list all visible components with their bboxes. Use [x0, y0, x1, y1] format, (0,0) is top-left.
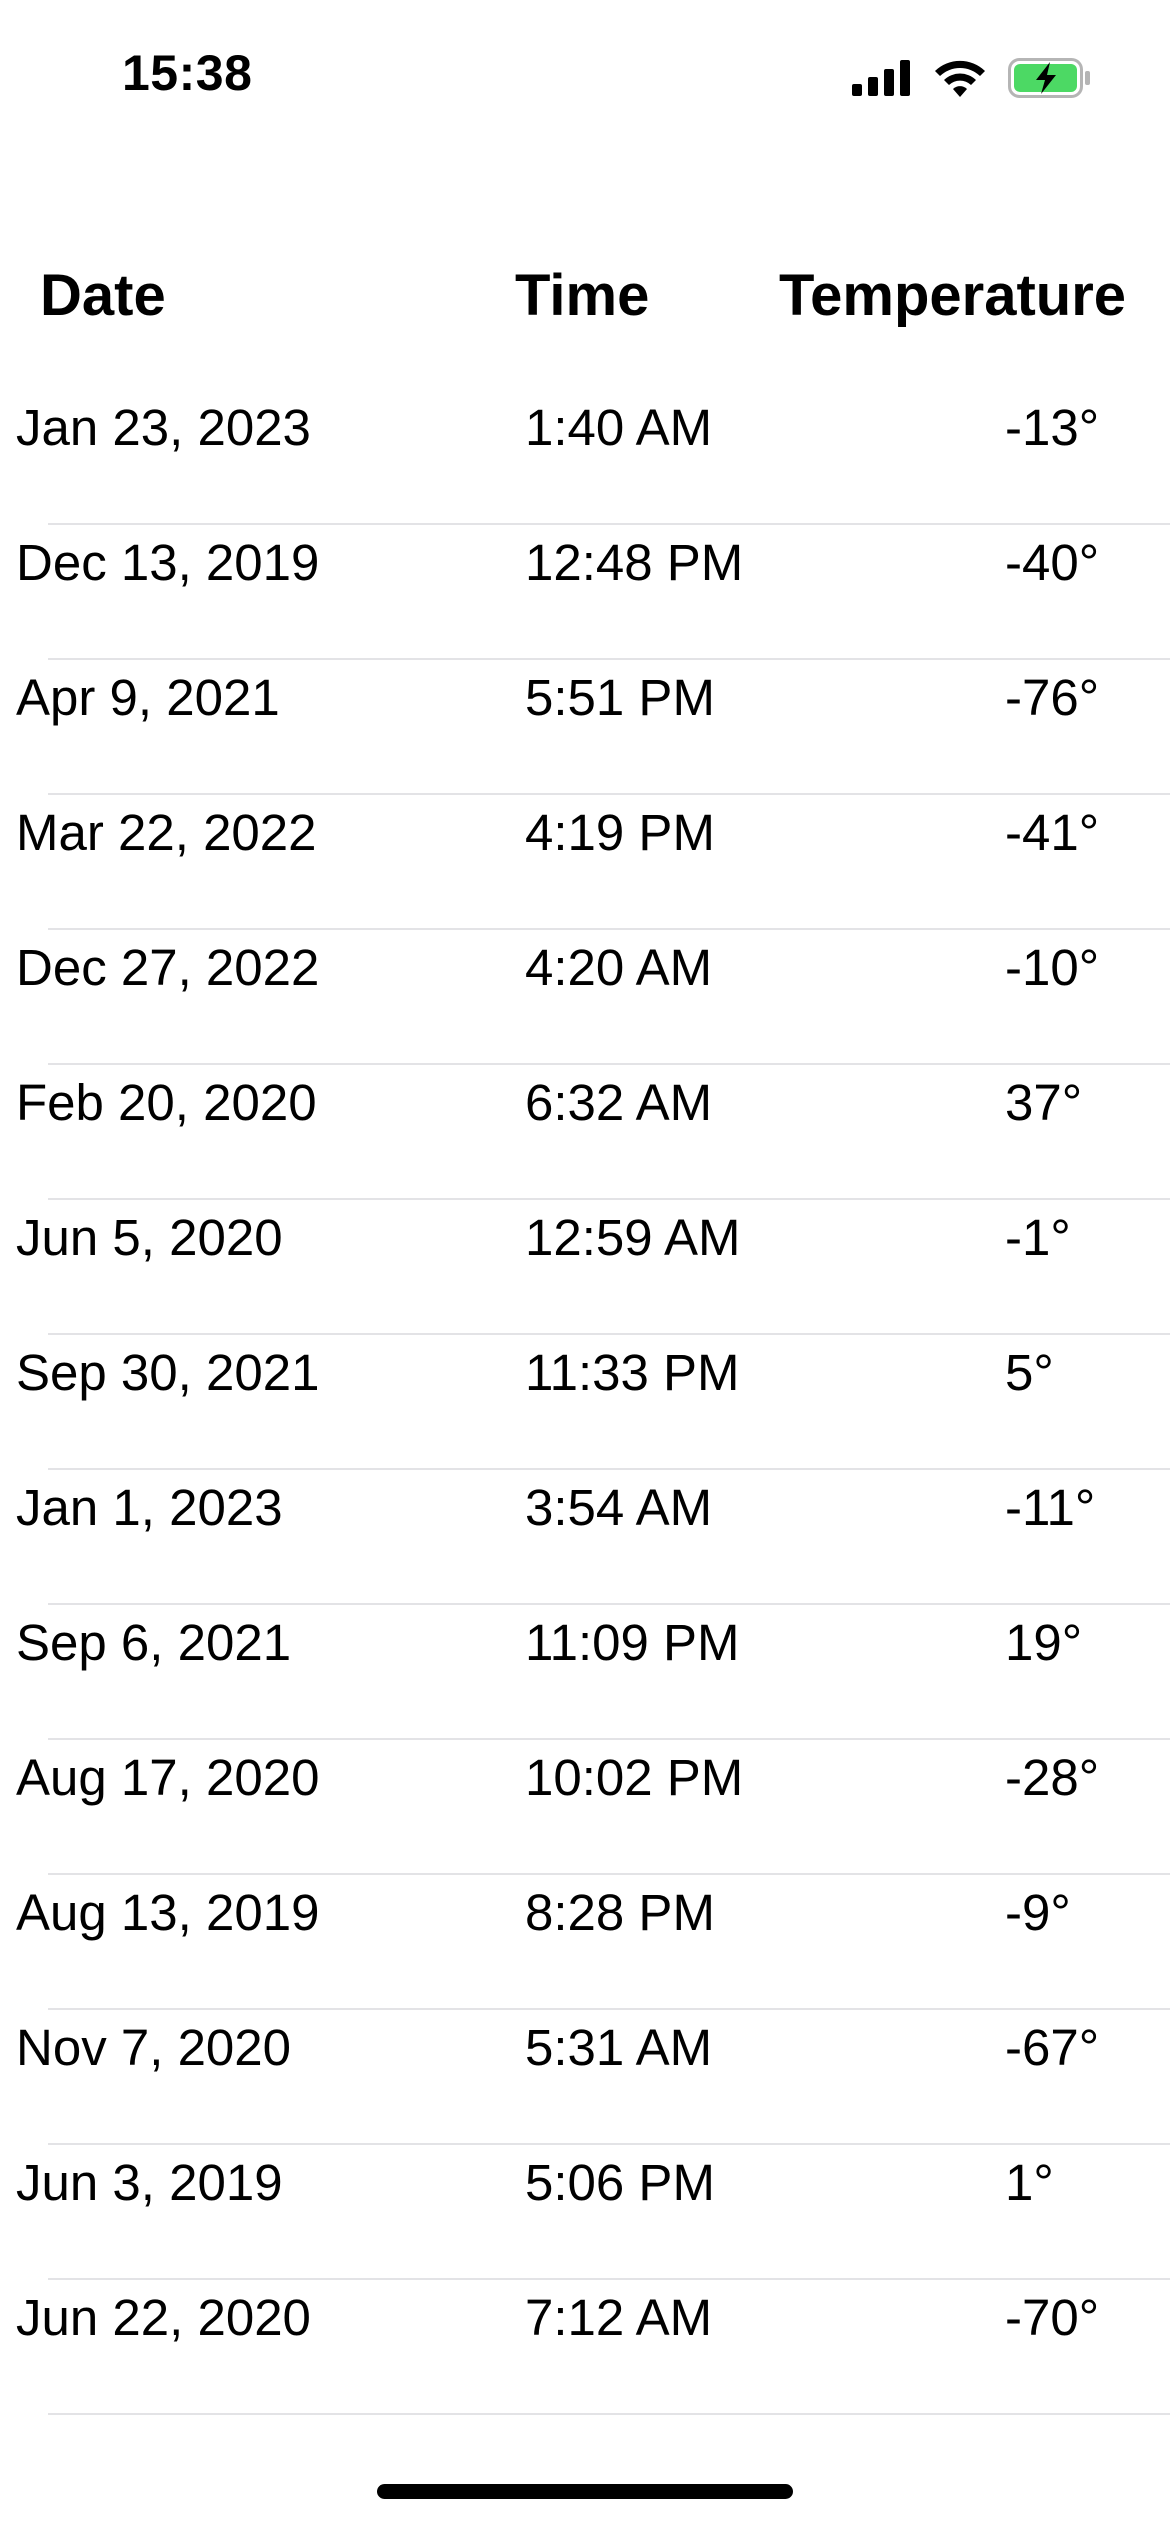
cell-date: Apr 9, 2021	[16, 669, 280, 726]
cell-date: Nov 7, 2020	[16, 2019, 292, 2076]
cell-time: 12:48 PM	[525, 534, 744, 591]
table-row[interactable]: Sep 30, 2021 11:33 PM 5°	[0, 1335, 1170, 1470]
cell-time: 5:06 PM	[525, 2154, 715, 2211]
cell-temperature: 1°	[1005, 2154, 1054, 2211]
row-separator	[48, 1873, 1170, 1875]
cell-date: Aug 17, 2020	[16, 1749, 320, 1806]
row-separator	[48, 523, 1170, 525]
table-row[interactable]: Aug 13, 2019 8:28 PM -9°	[0, 1875, 1170, 2010]
cell-time: 12:59 AM	[525, 1209, 741, 1266]
table-row[interactable]: Mar 22, 2022 4:19 PM -41°	[0, 795, 1170, 930]
row-separator	[48, 1468, 1170, 1470]
cell-temperature: -70°	[1005, 2289, 1100, 2346]
table-row[interactable]: Sep 6, 2021 11:09 PM 19°	[0, 1605, 1170, 1740]
column-header-date[interactable]: Date	[40, 263, 166, 328]
cell-date: Mar 22, 2022	[16, 804, 317, 861]
cell-date: Feb 20, 2020	[16, 1074, 317, 1131]
row-separator	[48, 1333, 1170, 1335]
table-row[interactable]: Jun 22, 2020 7:12 AM -70°	[0, 2280, 1170, 2415]
row-separator	[48, 2143, 1170, 2145]
table-body: Jan 23, 2023 1:40 AM -13° Dec 13, 2019 1…	[0, 390, 1170, 2415]
row-separator	[48, 928, 1170, 930]
home-indicator[interactable]	[377, 2484, 793, 2499]
row-separator	[48, 2008, 1170, 2010]
cell-temperature: -76°	[1005, 669, 1100, 726]
cell-time: 11:33 PM	[525, 1344, 740, 1401]
column-header-temperature[interactable]: Temperature	[779, 263, 1127, 328]
cell-date: Sep 6, 2021	[16, 1614, 292, 1671]
row-separator	[48, 1198, 1170, 1200]
cell-date: Dec 13, 2019	[16, 534, 320, 591]
row-separator	[48, 1063, 1170, 1065]
cell-time: 4:20 AM	[525, 939, 713, 996]
table-row[interactable]: Jan 1, 2023 3:54 AM -11°	[0, 1470, 1170, 1605]
row-separator	[48, 2278, 1170, 2280]
cell-temperature: -40°	[1005, 534, 1100, 591]
column-header-time[interactable]: Time	[515, 263, 650, 328]
table-row[interactable]: Dec 27, 2022 4:20 AM -10°	[0, 930, 1170, 1065]
cell-temperature: -28°	[1005, 1749, 1100, 1806]
table-row[interactable]: Jun 3, 2019 5:06 PM 1°	[0, 2145, 1170, 2280]
cell-temperature: 19°	[1005, 1614, 1083, 1671]
cell-time: 3:54 AM	[525, 1479, 713, 1536]
cell-date: Jan 1, 2023	[16, 1479, 283, 1536]
row-separator	[48, 2413, 1170, 2415]
status-bar: 15:38	[0, 0, 1170, 150]
cell-temperature: 5°	[1005, 1344, 1054, 1401]
cell-time: 5:31 AM	[525, 2019, 713, 2076]
table-row[interactable]: Dec 13, 2019 12:48 PM -40°	[0, 525, 1170, 660]
cell-temperature: -41°	[1005, 804, 1100, 861]
status-icons	[852, 56, 1092, 100]
cell-date: Jun 3, 2019	[16, 2154, 283, 2211]
cell-time: 10:02 PM	[525, 1749, 744, 1806]
status-time: 15:38	[122, 45, 253, 101]
table-row[interactable]: Jun 5, 2020 12:59 AM -1°	[0, 1200, 1170, 1335]
cell-time: 6:32 AM	[525, 1074, 713, 1131]
cell-temperature: -10°	[1005, 939, 1100, 996]
cell-time: 8:28 PM	[525, 1884, 715, 1941]
table-row[interactable]: Jan 23, 2023 1:40 AM -13°	[0, 390, 1170, 525]
wifi-icon	[934, 59, 986, 97]
cell-date: Sep 30, 2021	[16, 1344, 320, 1401]
cell-date: Dec 27, 2022	[16, 939, 320, 996]
row-separator	[48, 658, 1170, 660]
cell-temperature: -67°	[1005, 2019, 1100, 2076]
row-separator	[48, 793, 1170, 795]
row-separator	[48, 1738, 1170, 1740]
cellular-signal-icon	[852, 60, 912, 96]
cell-time: 1:40 AM	[525, 399, 713, 456]
table-row[interactable]: Apr 9, 2021 5:51 PM -76°	[0, 660, 1170, 795]
row-separator	[48, 1603, 1170, 1605]
battery-charging-icon	[1008, 58, 1092, 98]
cell-date: Jun 22, 2020	[16, 2289, 311, 2346]
cell-time: 5:51 PM	[525, 669, 715, 726]
cell-date: Jan 23, 2023	[16, 399, 311, 456]
cell-temperature: -1°	[1005, 1209, 1071, 1266]
cell-time: 4:19 PM	[525, 804, 715, 861]
cell-date: Jun 5, 2020	[16, 1209, 283, 1266]
cell-date: Aug 13, 2019	[16, 1884, 320, 1941]
cell-time: 7:12 AM	[525, 2289, 713, 2346]
cell-time: 11:09 PM	[525, 1614, 740, 1671]
cell-temperature: -9°	[1005, 1884, 1071, 1941]
table-row[interactable]: Aug 17, 2020 10:02 PM -28°	[0, 1740, 1170, 1875]
cell-temperature: -13°	[1005, 399, 1100, 456]
table-row[interactable]: Feb 20, 2020 6:32 AM 37°	[0, 1065, 1170, 1200]
cell-temperature: 37°	[1005, 1074, 1083, 1131]
table-row[interactable]: Nov 7, 2020 5:31 AM -67°	[0, 2010, 1170, 2145]
table-header: Date Time Temperature	[0, 262, 1170, 332]
cell-temperature: -11°	[1005, 1479, 1096, 1536]
